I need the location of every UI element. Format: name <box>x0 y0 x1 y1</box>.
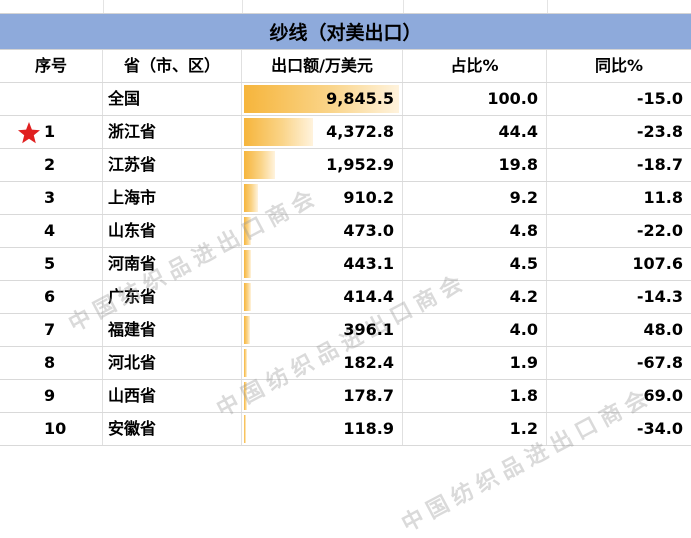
province-cell[interactable]: 山东省 <box>103 215 242 247</box>
rank-cell[interactable]: 7 <box>0 314 103 346</box>
province-cell[interactable]: 全国 <box>103 83 242 115</box>
table-title: 纱线（对美出口） <box>0 13 691 50</box>
rank-cell[interactable]: 1 <box>0 116 103 148</box>
export-cell[interactable]: 414.4 <box>242 281 403 313</box>
share-cell[interactable]: 9.2 <box>403 182 547 214</box>
yoy-cell[interactable]: -18.7 <box>636 155 683 174</box>
export-value: 443.1 <box>343 254 394 273</box>
rank-cell[interactable]: 6 <box>0 281 103 313</box>
province-cell[interactable]: 河北省 <box>103 347 242 379</box>
province-cell[interactable]: 浙江省 <box>103 116 242 148</box>
yoy-cell[interactable]: -67.8 <box>636 353 683 372</box>
yoy-cell[interactable]: 107.6 <box>632 254 683 273</box>
export-data-bar <box>244 382 247 410</box>
top-row-strip <box>0 0 691 13</box>
export-data-bar <box>244 283 251 311</box>
export-value: 9,845.5 <box>326 89 394 108</box>
rank-cell[interactable] <box>0 83 103 115</box>
rank-cell[interactable]: 9 <box>0 380 103 412</box>
export-data-bar <box>244 118 313 146</box>
province-cell[interactable]: 河南省 <box>103 248 242 280</box>
export-cell[interactable]: 9,845.5 <box>242 83 403 115</box>
province-cell[interactable]: 山西省 <box>103 380 242 412</box>
header-share[interactable]: 占比% <box>403 50 547 82</box>
export-cell[interactable]: 396.1 <box>242 314 403 346</box>
province-cell[interactable]: 江苏省 <box>103 149 242 181</box>
export-value: 910.2 <box>343 188 394 207</box>
table-row: 2 江苏省 1,952.9 19.8 -18.7 <box>0 149 691 182</box>
export-cell[interactable]: 910.2 <box>242 182 403 214</box>
share-cell[interactable]: 4.5 <box>403 248 547 280</box>
yoy-cell[interactable]: 11.8 <box>643 188 683 207</box>
export-cell[interactable]: 443.1 <box>242 248 403 280</box>
rank-cell[interactable]: 10 <box>0 413 103 445</box>
header-row: 序号 省（市、区） 出口额/万美元 占比% 同比% <box>0 50 691 83</box>
table-row: 7 福建省 396.1 4.0 48.0 <box>0 314 691 347</box>
rank-cell[interactable]: 8 <box>0 347 103 379</box>
star-icon <box>18 122 40 144</box>
rank-cell[interactable]: 4 <box>0 215 103 247</box>
export-value: 396.1 <box>343 320 394 339</box>
table-row: 10 安徽省 118.9 1.2 -34.0 <box>0 413 691 446</box>
yoy-cell[interactable]: 69.0 <box>643 386 683 405</box>
export-cell[interactable]: 118.9 <box>242 413 403 445</box>
province-cell[interactable]: 广东省 <box>103 281 242 313</box>
export-cell[interactable]: 473.0 <box>242 215 403 247</box>
export-data-bar <box>244 151 275 179</box>
province-cell[interactable]: 福建省 <box>103 314 242 346</box>
export-value: 4,372.8 <box>326 122 394 141</box>
header-rank[interactable]: 序号 <box>0 50 103 82</box>
share-cell[interactable]: 44.4 <box>403 116 547 148</box>
rank-cell[interactable]: 3 <box>0 182 103 214</box>
export-value: 414.4 <box>343 287 394 306</box>
export-value: 473.0 <box>343 221 394 240</box>
header-yoy[interactable]: 同比% <box>594 56 644 75</box>
export-data-bar <box>244 217 252 245</box>
rank-cell[interactable]: 2 <box>0 149 103 181</box>
share-cell[interactable]: 1.2 <box>403 413 547 445</box>
export-cell[interactable]: 182.4 <box>242 347 403 379</box>
share-cell[interactable]: 19.8 <box>403 149 547 181</box>
export-cell[interactable]: 4,372.8 <box>242 116 403 148</box>
export-value: 1,952.9 <box>326 155 394 174</box>
share-cell[interactable]: 4.8 <box>403 215 547 247</box>
header-province[interactable]: 省（市、区） <box>103 50 242 82</box>
share-cell[interactable]: 4.0 <box>403 314 547 346</box>
export-cell[interactable]: 178.7 <box>242 380 403 412</box>
rank-cell[interactable]: 5 <box>0 248 103 280</box>
export-data-bar <box>244 85 399 113</box>
table-row: 3 上海市 910.2 9.2 11.8 <box>0 182 691 215</box>
export-value: 118.9 <box>343 419 394 438</box>
yoy-cell[interactable]: 48.0 <box>643 320 683 339</box>
export-data-bar <box>244 250 251 278</box>
share-cell[interactable]: 1.9 <box>403 347 547 379</box>
share-cell[interactable]: 1.8 <box>403 380 547 412</box>
yoy-cell[interactable]: -23.8 <box>636 122 683 141</box>
table-row: 5 河南省 443.1 4.5 107.6 <box>0 248 691 281</box>
table-row: 全国 9,845.5 100.0 -15.0 <box>0 83 691 116</box>
table-row: 4 山东省 473.0 4.8 -22.0 <box>0 215 691 248</box>
table-row: 6 广东省 414.4 4.2 -14.3 <box>0 281 691 314</box>
table-row: 8 河北省 182.4 1.9 -67.8 <box>0 347 691 380</box>
table-row: 9 山西省 178.7 1.8 69.0 <box>0 380 691 413</box>
province-cell[interactable]: 安徽省 <box>103 413 242 445</box>
export-value: 182.4 <box>343 353 394 372</box>
export-data-bar <box>244 415 246 443</box>
export-value: 178.7 <box>343 386 394 405</box>
yoy-cell[interactable]: -22.0 <box>636 221 683 240</box>
export-data-bar <box>244 184 259 212</box>
export-cell[interactable]: 1,952.9 <box>242 149 403 181</box>
yoy-cell[interactable]: -15.0 <box>636 89 683 108</box>
export-data-bar <box>244 349 247 377</box>
export-data-bar <box>244 316 251 344</box>
share-cell[interactable]: 4.2 <box>403 281 547 313</box>
yoy-cell[interactable]: -34.0 <box>636 419 683 438</box>
share-cell[interactable]: 100.0 <box>403 83 547 115</box>
province-cell[interactable]: 上海市 <box>103 182 242 214</box>
table-row: 1 浙江省 4,372.8 44.4 -23.8 <box>0 116 691 149</box>
yoy-cell[interactable]: -14.3 <box>636 287 683 306</box>
header-export[interactable]: 出口额/万美元 <box>242 50 403 82</box>
